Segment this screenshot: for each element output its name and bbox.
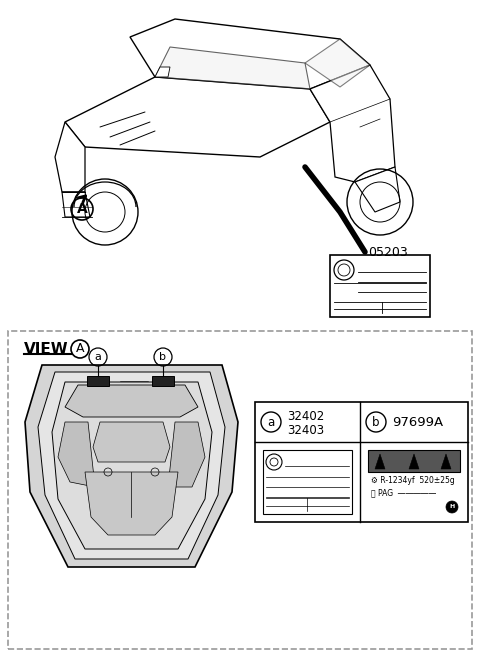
Text: 05203: 05203 (368, 246, 408, 258)
Bar (368, 450, 460, 472)
Polygon shape (52, 382, 212, 549)
Text: a: a (267, 415, 275, 428)
Polygon shape (441, 454, 451, 469)
Polygon shape (38, 372, 225, 559)
Bar (330, 255, 430, 317)
Polygon shape (62, 192, 90, 217)
Text: H: H (449, 505, 455, 509)
Text: A: A (76, 342, 84, 355)
Polygon shape (375, 454, 385, 469)
Text: VIEW: VIEW (24, 342, 69, 357)
Bar (263, 450, 352, 514)
Polygon shape (25, 365, 238, 567)
Text: ⚙ R-1234yf  520±25g: ⚙ R-1234yf 520±25g (371, 476, 455, 485)
Text: A: A (77, 202, 87, 216)
Polygon shape (305, 39, 370, 87)
Polygon shape (85, 472, 178, 535)
Text: 32402: 32402 (287, 409, 324, 422)
Text: 32403: 32403 (287, 424, 324, 436)
Polygon shape (55, 122, 85, 192)
Polygon shape (65, 77, 330, 157)
Polygon shape (409, 454, 419, 469)
Polygon shape (58, 422, 95, 487)
Circle shape (446, 501, 458, 513)
Polygon shape (168, 422, 205, 487)
Polygon shape (355, 167, 400, 212)
Bar (87, 376, 109, 386)
Bar (255, 402, 468, 522)
Polygon shape (65, 385, 198, 417)
Polygon shape (130, 19, 370, 89)
Bar (8, 331, 472, 649)
Text: 🛢 PAG  ―――――: 🛢 PAG ――――― (371, 488, 436, 497)
Bar (152, 376, 174, 386)
Text: a: a (95, 352, 101, 362)
Polygon shape (310, 65, 395, 182)
Polygon shape (155, 67, 170, 77)
Text: 97699A: 97699A (392, 415, 443, 428)
Polygon shape (93, 422, 170, 462)
Polygon shape (155, 47, 310, 89)
Text: b: b (372, 415, 380, 428)
Text: b: b (159, 352, 167, 362)
